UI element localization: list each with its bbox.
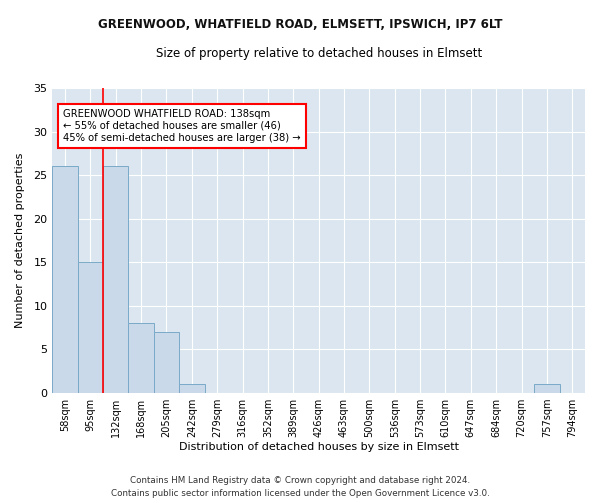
Bar — [154, 332, 179, 392]
Title: Size of property relative to detached houses in Elmsett: Size of property relative to detached ho… — [155, 48, 482, 60]
Text: GREENWOOD WHATFIELD ROAD: 138sqm
← 55% of detached houses are smaller (46)
45% o: GREENWOOD WHATFIELD ROAD: 138sqm ← 55% o… — [63, 110, 301, 142]
Text: Contains HM Land Registry data © Crown copyright and database right 2024.
Contai: Contains HM Land Registry data © Crown c… — [110, 476, 490, 498]
X-axis label: Distribution of detached houses by size in Elmsett: Distribution of detached houses by size … — [179, 442, 458, 452]
Bar — [179, 384, 205, 392]
Text: GREENWOOD, WHATFIELD ROAD, ELMSETT, IPSWICH, IP7 6LT: GREENWOOD, WHATFIELD ROAD, ELMSETT, IPSW… — [98, 18, 502, 30]
Y-axis label: Number of detached properties: Number of detached properties — [15, 152, 25, 328]
Bar — [103, 166, 128, 392]
Bar — [128, 323, 154, 392]
Bar — [52, 166, 77, 392]
Bar — [534, 384, 560, 392]
Bar — [77, 262, 103, 392]
